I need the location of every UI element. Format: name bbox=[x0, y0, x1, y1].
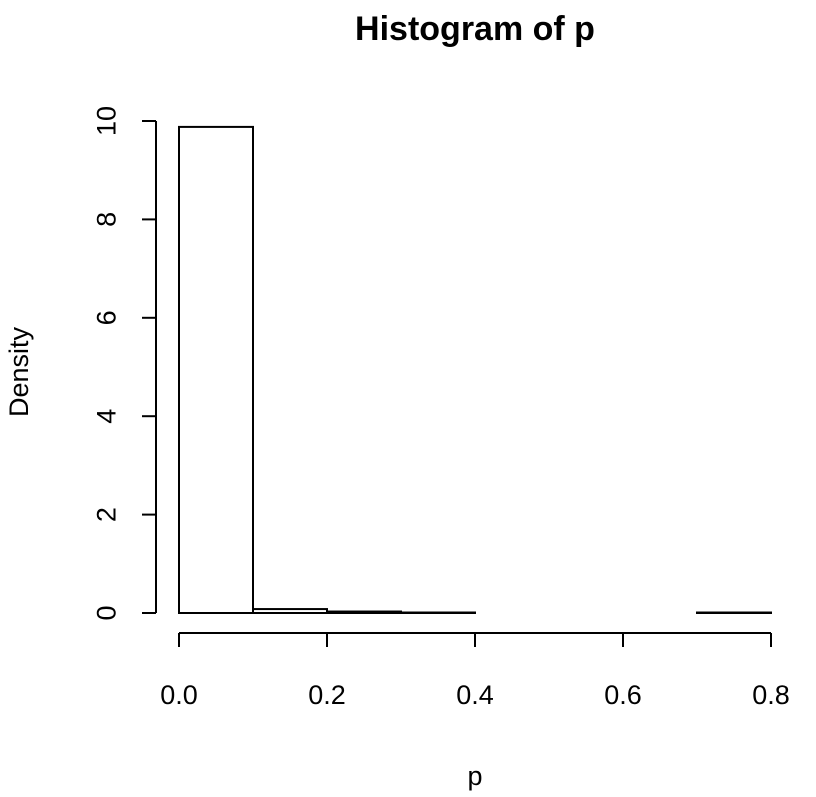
y-ticks-group: 0 2 4 6 8 10 bbox=[91, 106, 156, 621]
y-tick-label-0: 0 bbox=[91, 605, 121, 620]
y-axis-label: Density bbox=[4, 326, 34, 417]
y-tick-label-4: 8 bbox=[91, 212, 121, 227]
x-tick-label-0: 0.0 bbox=[160, 680, 198, 710]
y-tick-label-1: 2 bbox=[91, 507, 121, 522]
y-tick-label-5: 10 bbox=[91, 106, 121, 136]
x-ticks-group: 0.0 0.2 0.4 0.6 0.8 bbox=[160, 633, 790, 710]
x-axis-label: p bbox=[467, 761, 482, 791]
y-tick-label-2: 4 bbox=[91, 409, 121, 424]
histogram-bar-1 bbox=[252, 608, 328, 615]
x-tick-label-2: 0.4 bbox=[456, 680, 494, 710]
y-tick-label-3: 6 bbox=[91, 310, 121, 325]
bars-group bbox=[178, 125, 772, 615]
histogram-bar-0 bbox=[178, 125, 254, 615]
x-tick-label-4: 0.8 bbox=[752, 680, 790, 710]
chart-title: Histogram of p bbox=[355, 10, 595, 48]
y-axis: 0 2 4 6 8 10 bbox=[91, 106, 157, 621]
x-tick-label-3: 0.6 bbox=[604, 680, 642, 710]
x-tick-label-1: 0.2 bbox=[308, 680, 346, 710]
histogram-bar-2 bbox=[326, 610, 402, 614]
x-axis: 0.0 0.2 0.4 0.6 0.8 bbox=[160, 632, 790, 710]
